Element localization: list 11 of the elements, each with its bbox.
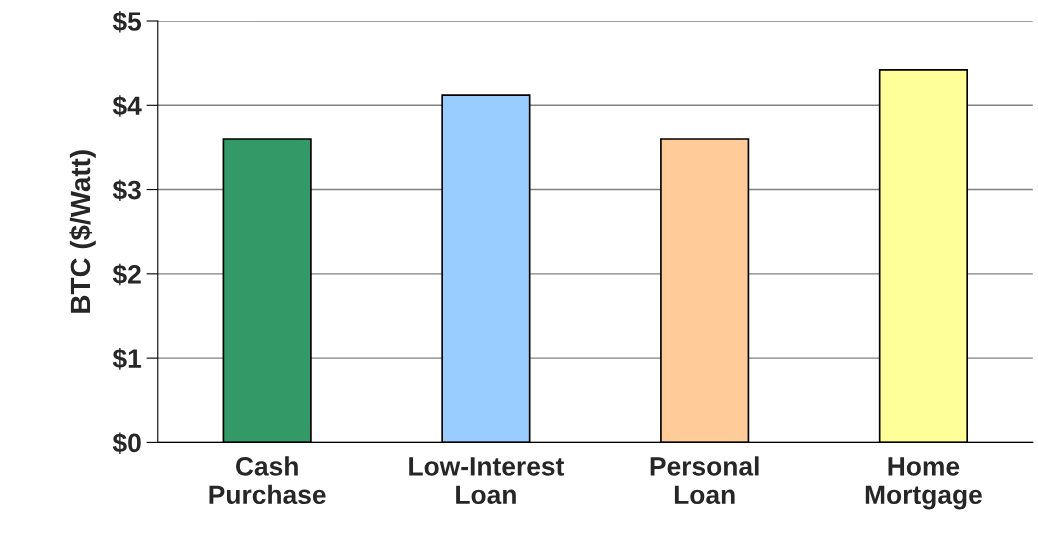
y-tick-label: $3: [112, 179, 141, 202]
y-tick-label: $1: [112, 348, 142, 370]
x-tick-label: Home Mortgage: [865, 457, 982, 510]
y-tick-label: $0: [112, 432, 141, 454]
y-tick-label: $2: [112, 263, 141, 286]
y-tick-label: $5: [112, 10, 142, 33]
y-tick-label: $4: [112, 95, 142, 117]
x-tick-label: Cash Purchase: [209, 456, 326, 505]
x-tick-label: Personal Loan: [650, 456, 759, 505]
x-tick-label: Low-Interest Loan: [409, 457, 565, 505]
y-axis-title: BTC ($/Watt): [69, 150, 96, 313]
